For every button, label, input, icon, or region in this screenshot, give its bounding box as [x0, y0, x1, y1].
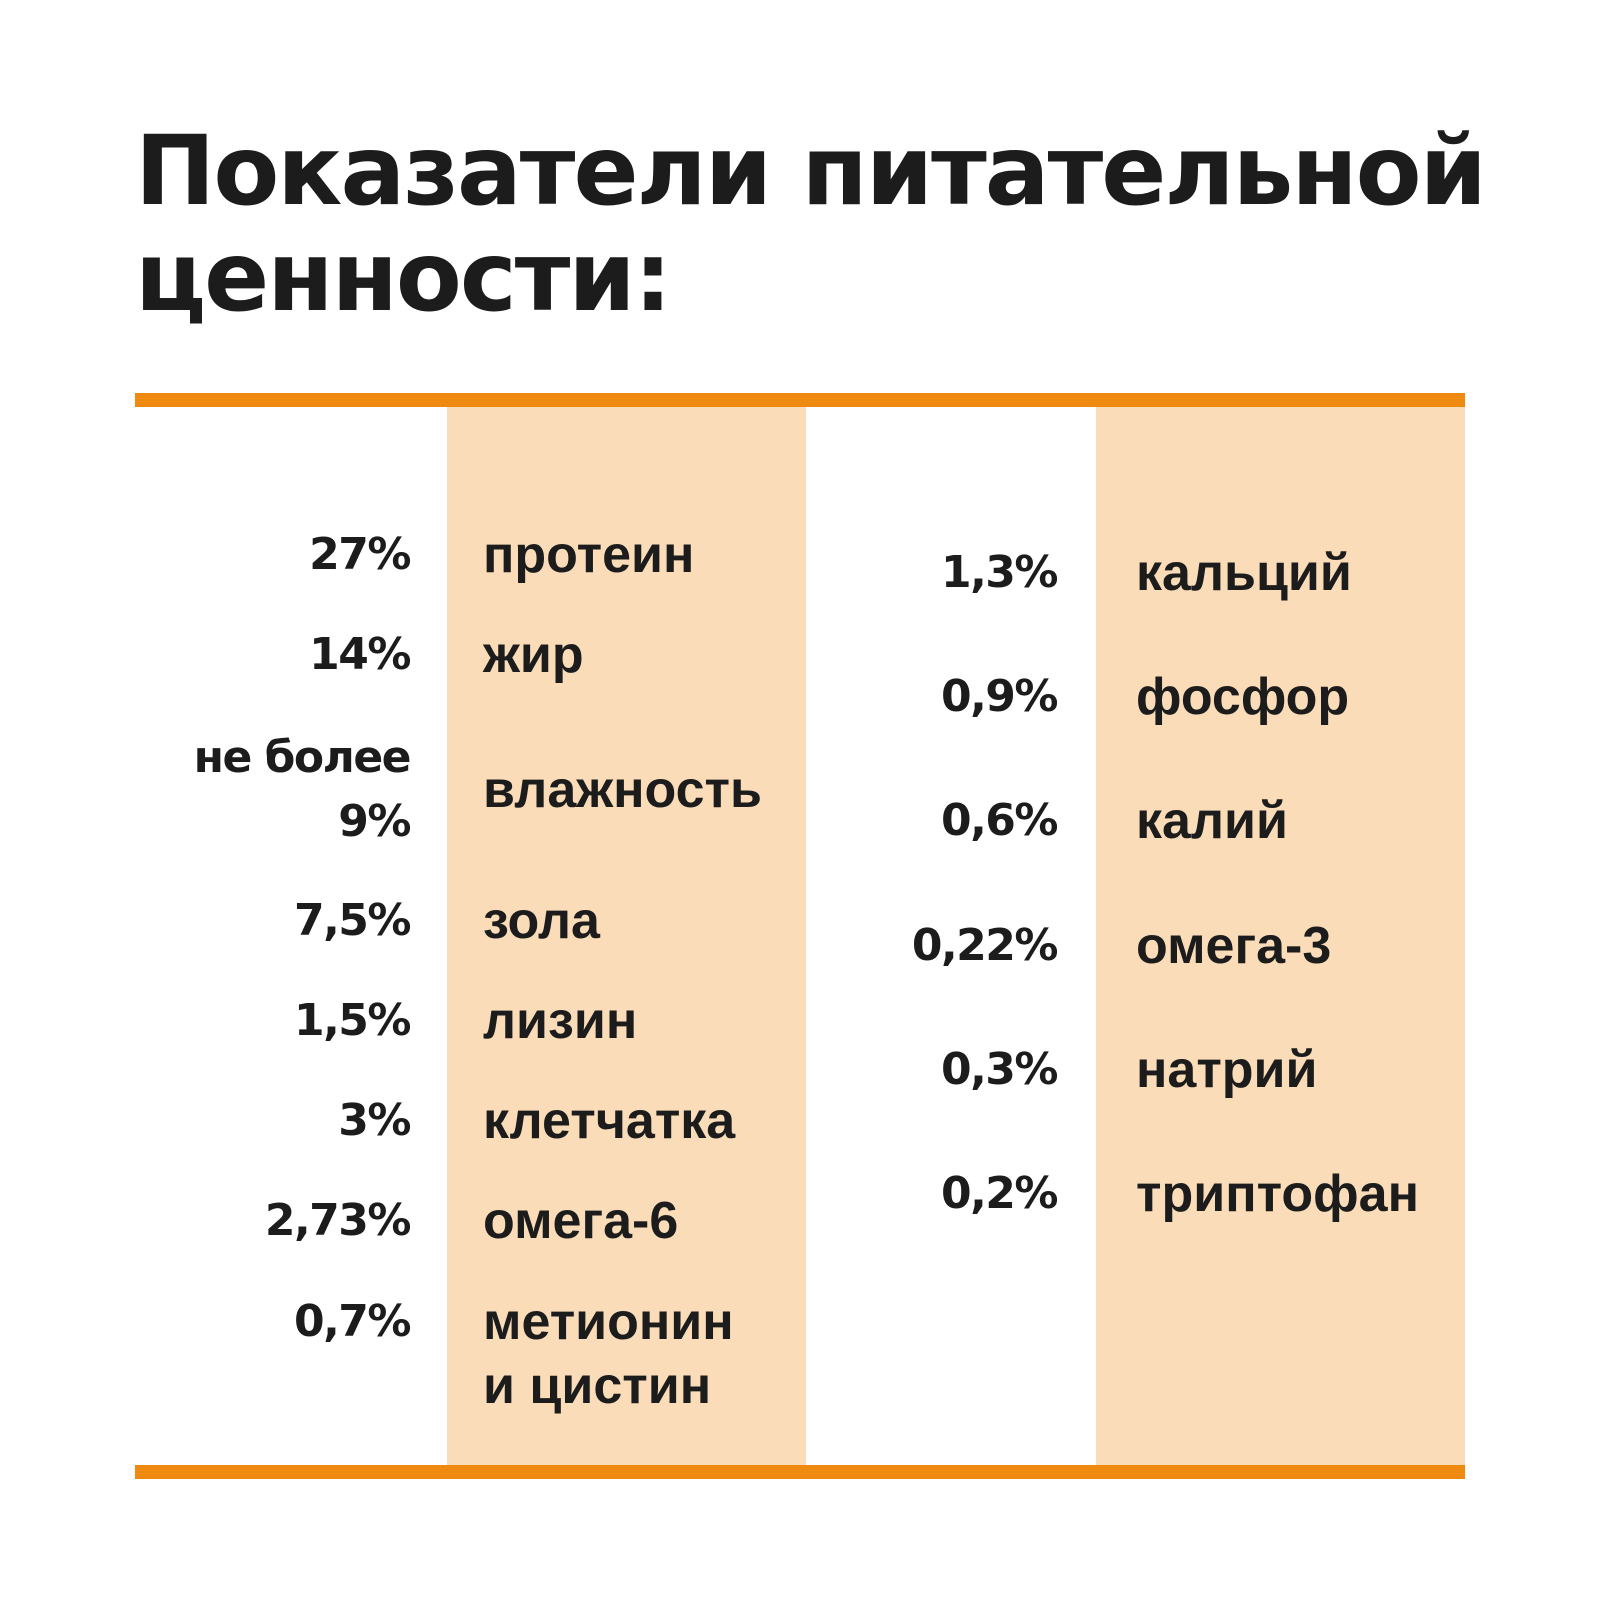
- label-band-right: [1096, 407, 1465, 1465]
- nutrient-value: 0,3%: [940, 1044, 1059, 1095]
- nutrient-value: не более 9%: [193, 732, 412, 847]
- nutrient-label: клетчатка: [483, 1092, 736, 1150]
- nutrient-label: натрий: [1136, 1041, 1318, 1099]
- nutrient-value: 3%: [338, 1095, 411, 1146]
- nutrient-value: 0,7%: [293, 1296, 412, 1347]
- nutrient-value: 7,5%: [293, 895, 412, 946]
- nutrient-value: 1,3%: [940, 547, 1059, 598]
- page-title: Показатели питательной ценности:: [135, 115, 1487, 333]
- nutrient-value: 27%: [309, 529, 411, 580]
- label-band-left: [447, 407, 806, 1465]
- nutrient-value: 0,6%: [940, 795, 1059, 846]
- nutrient-label: лизин: [483, 992, 638, 1050]
- nutrient-label: метионин и цистин: [483, 1293, 734, 1415]
- nutrient-label: калий: [1136, 792, 1288, 850]
- nutrient-label: жир: [483, 626, 584, 684]
- nutrient-label: триптофан: [1136, 1165, 1419, 1223]
- nutrient-label: влажность: [483, 761, 762, 819]
- nutrient-label: фосфор: [1136, 668, 1350, 726]
- nutrient-value: 1,5%: [293, 995, 412, 1046]
- nutrient-label: протеин: [483, 526, 695, 584]
- nutrient-label: кальций: [1136, 544, 1352, 602]
- top-rule: [135, 393, 1465, 407]
- nutrient-value: 2,73%: [264, 1195, 412, 1246]
- nutrient-label: омега-3: [1136, 917, 1332, 975]
- nutrient-label: зола: [483, 892, 600, 950]
- nutrient-value: 14%: [309, 629, 411, 680]
- nutrient-label: омега-6: [483, 1192, 679, 1250]
- nutrient-value: 0,9%: [940, 671, 1059, 722]
- nutrient-value: 0,2%: [940, 1168, 1059, 1219]
- nutrient-value: 0,22%: [911, 920, 1059, 971]
- title-line-1: Показатели питательной: [135, 115, 1487, 227]
- title-line-2: ценности:: [135, 221, 672, 333]
- bottom-rule: [135, 1465, 1465, 1479]
